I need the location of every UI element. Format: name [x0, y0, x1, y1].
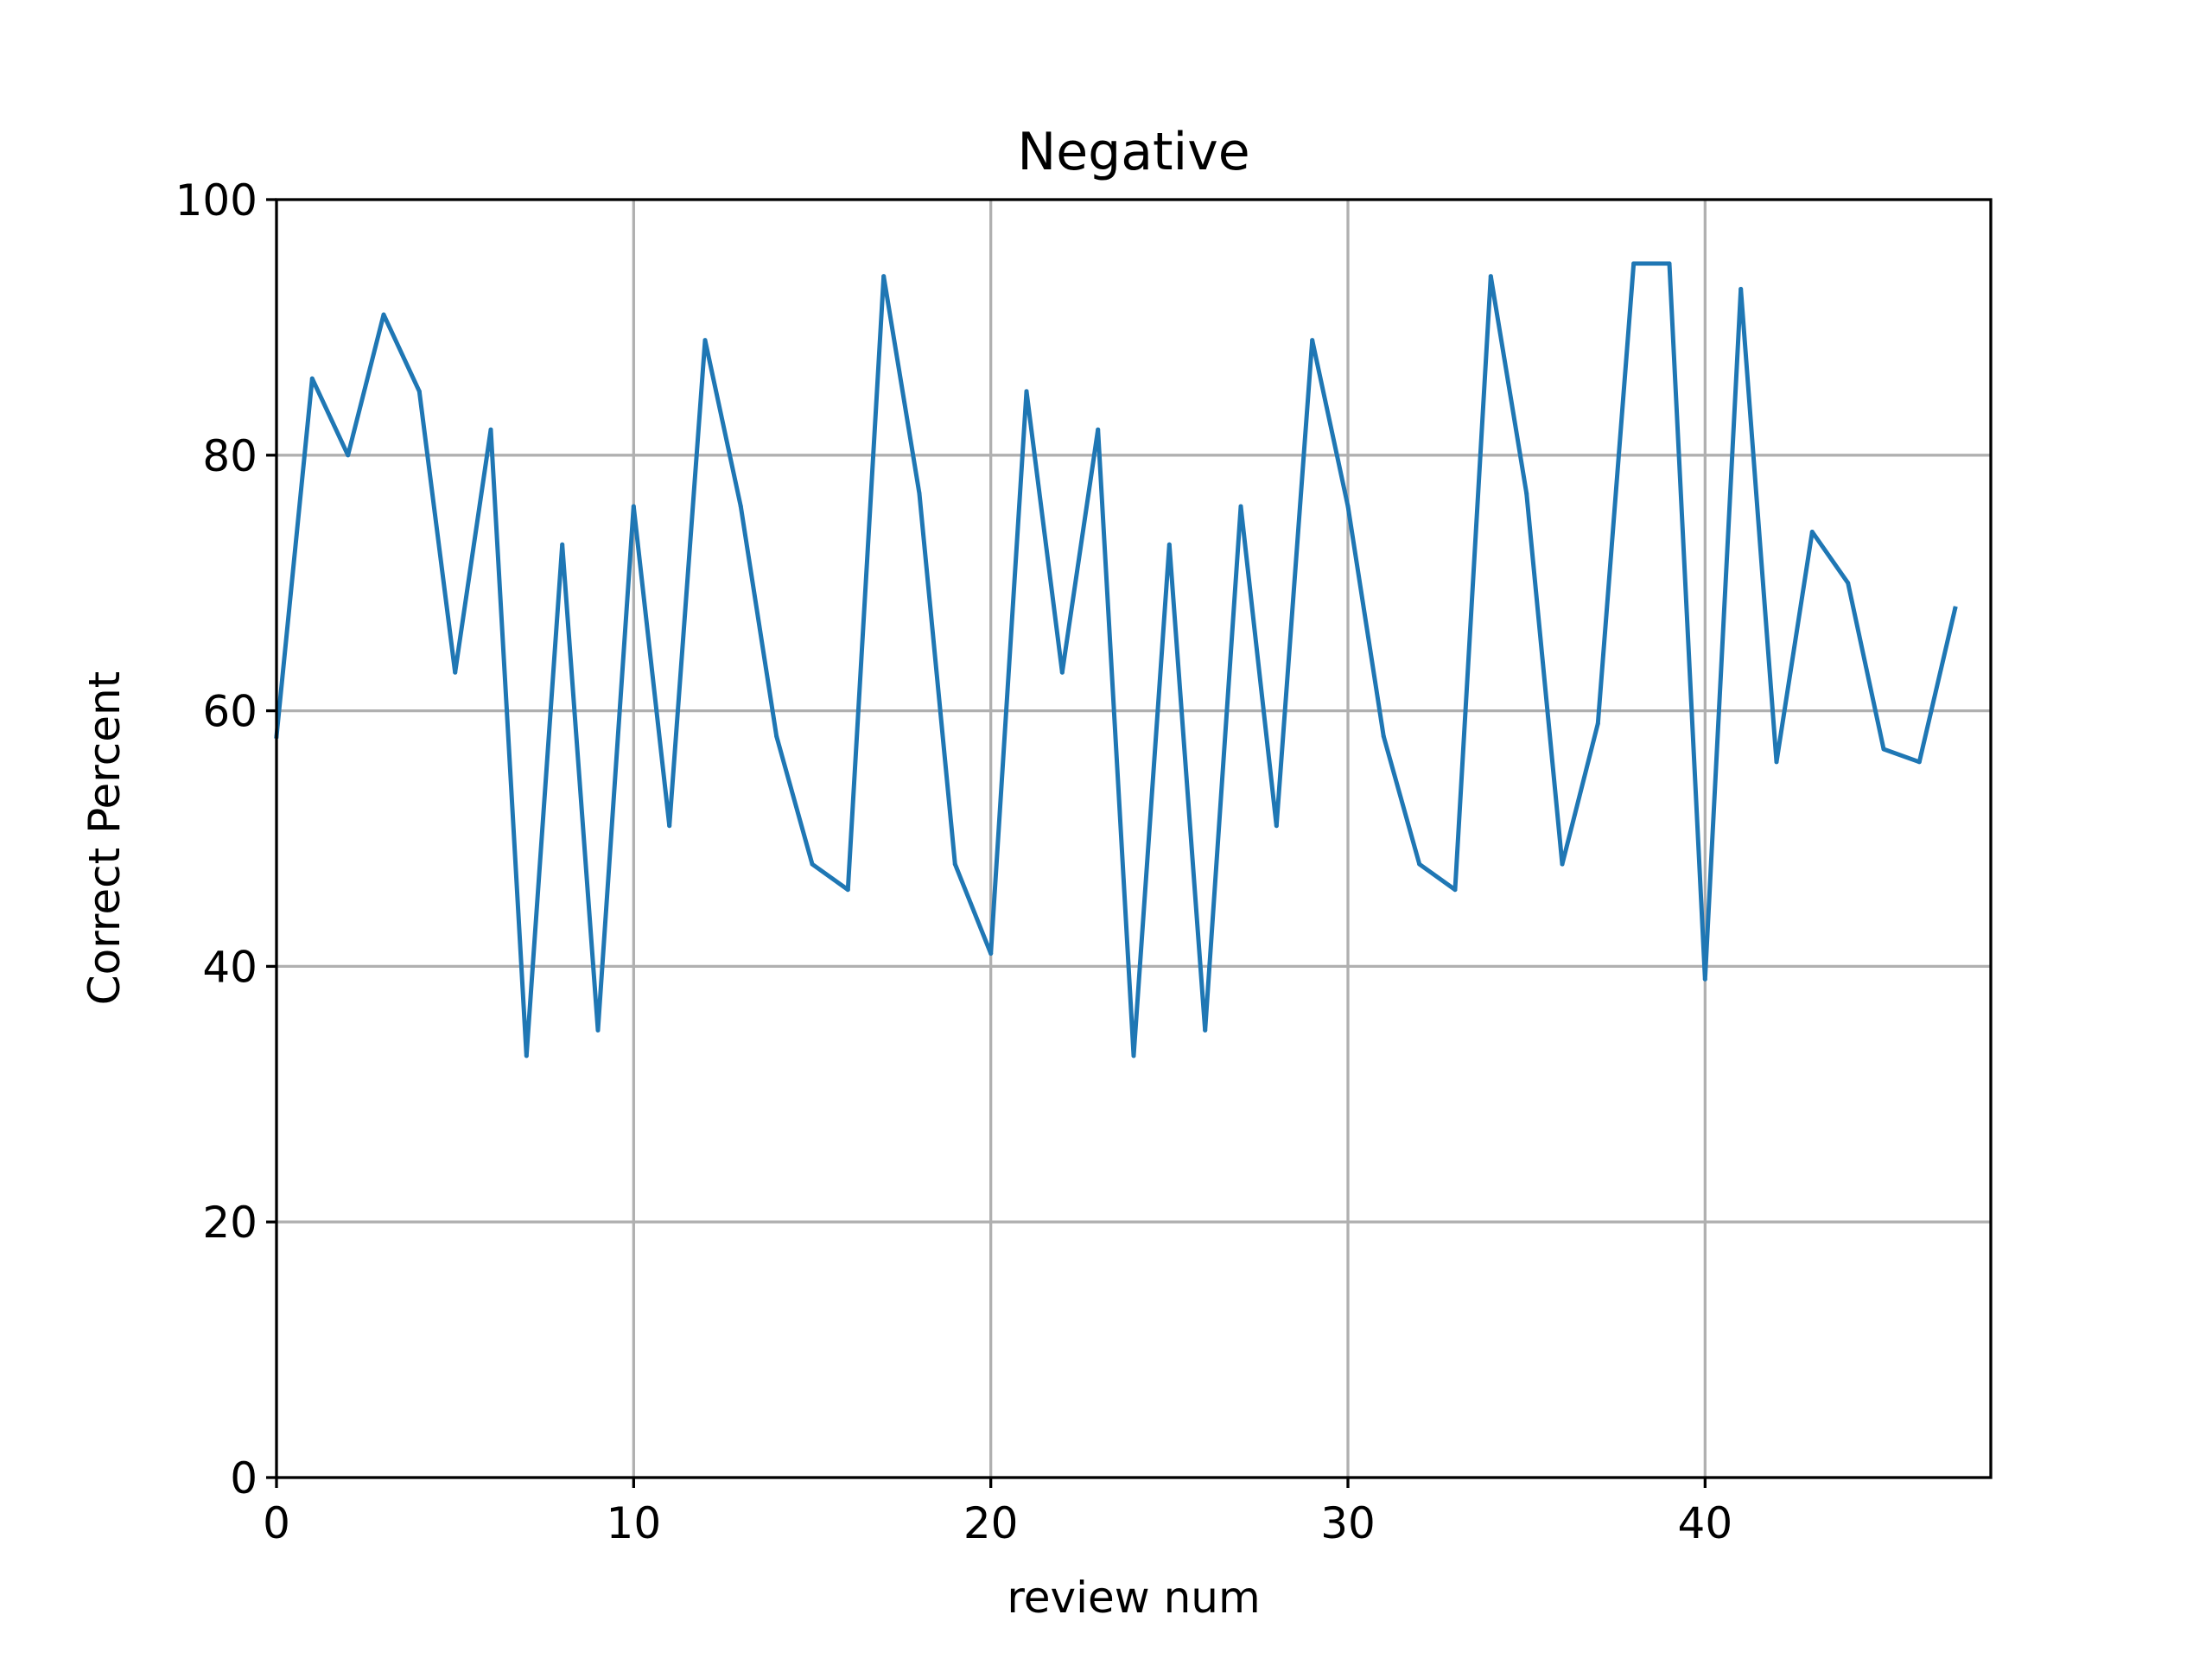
- data-point: [1166, 542, 1172, 547]
- axes-frame: [275, 198, 1993, 1479]
- data-point: [1595, 721, 1600, 726]
- chart-title: Negative: [1017, 122, 1249, 182]
- x-axis-ticks: 0 10 20 30 40: [263, 1478, 1732, 1548]
- y-tick-label: 40: [202, 942, 257, 992]
- y-tick-label: 20: [202, 1198, 257, 1248]
- series-layer: [274, 261, 1958, 1058]
- data-point: [774, 734, 779, 739]
- data-point: [1131, 1053, 1136, 1058]
- data-point: [1452, 887, 1458, 893]
- grid-lines: [276, 200, 1991, 1478]
- data-point: [1203, 1027, 1208, 1033]
- data-point: [1238, 504, 1243, 509]
- y-tick-label: 60: [202, 687, 257, 737]
- data-point: [1631, 261, 1637, 266]
- data-point: [1059, 670, 1065, 675]
- data-point: [453, 670, 458, 675]
- data-point: [1809, 530, 1815, 534]
- data-point: [881, 274, 887, 279]
- data-point: [416, 389, 422, 394]
- data-point: [1381, 734, 1386, 739]
- data-point: [988, 951, 994, 957]
- data-point: [631, 504, 636, 509]
- y-axis-ticks: 0 20 40 60 80 100: [175, 175, 276, 1503]
- data-point: [1953, 606, 1958, 611]
- data-point: [1417, 861, 1422, 867]
- x-tick-label: 30: [1320, 1498, 1376, 1548]
- data-point: [309, 376, 315, 381]
- data-point: [1310, 338, 1315, 343]
- data-point: [346, 453, 351, 458]
- y-axis-label: Correct Percent: [79, 671, 130, 1006]
- y-tick-label: 80: [202, 431, 257, 481]
- data-point: [1846, 581, 1851, 586]
- data-point: [1916, 760, 1922, 765]
- x-axis-label: review num: [1007, 1573, 1260, 1623]
- data-point: [1524, 491, 1529, 496]
- data-point: [1881, 747, 1886, 752]
- data-point: [1488, 274, 1493, 279]
- x-tick-label: 0: [263, 1498, 290, 1548]
- data-point: [1024, 389, 1029, 394]
- series-line: [274, 261, 1958, 1058]
- x-tick-label: 20: [963, 1498, 1019, 1548]
- data-point: [1667, 261, 1672, 266]
- data-point: [1774, 760, 1779, 765]
- data-point: [952, 861, 957, 867]
- data-point: [738, 504, 743, 509]
- data-point: [1274, 823, 1279, 829]
- data-point: [560, 542, 565, 547]
- data-point: [524, 1053, 529, 1058]
- data-point: [381, 312, 386, 317]
- data-point: [488, 427, 493, 432]
- data-point: [1738, 287, 1744, 291]
- data-point: [1096, 427, 1101, 432]
- data-point: [1560, 861, 1565, 867]
- x-tick-label: 10: [607, 1498, 662, 1548]
- y-tick-label: 0: [230, 1453, 257, 1503]
- data-point: [667, 823, 672, 829]
- x-tick-label: 40: [1678, 1498, 1733, 1548]
- y-tick-label: 100: [175, 175, 257, 226]
- data-point: [702, 338, 708, 343]
- data-point: [1345, 504, 1351, 509]
- data-point: [810, 861, 815, 867]
- data-point: [595, 1027, 601, 1033]
- data-point: [917, 491, 922, 496]
- data-point: [845, 887, 850, 893]
- data-point: [1702, 976, 1707, 982]
